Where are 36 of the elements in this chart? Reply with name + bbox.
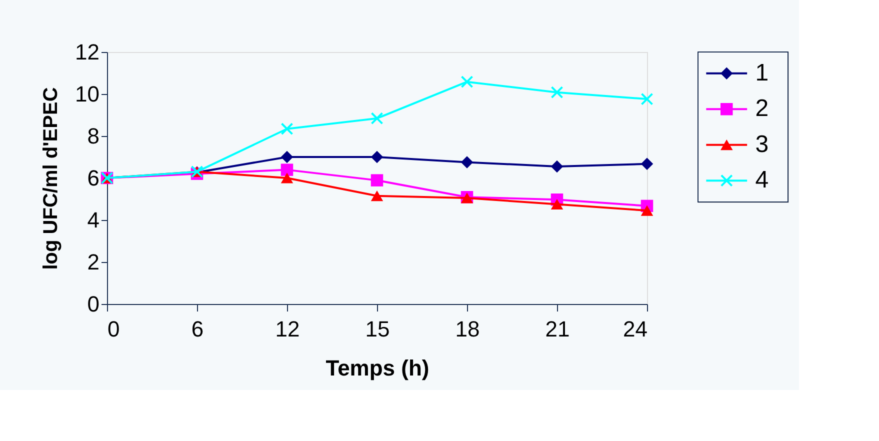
- point: [280, 122, 294, 136]
- y-axis-title: log UFC/ml d'EPEC: [40, 87, 62, 270]
- point: [550, 160, 564, 173]
- y-tick-label: 0: [87, 292, 100, 316]
- point: [280, 172, 294, 184]
- y-tick-label: 10: [75, 82, 100, 106]
- y-tick-label: 2: [87, 250, 100, 274]
- point: [550, 86, 564, 99]
- point: [640, 158, 654, 170]
- point: [370, 112, 384, 125]
- legend-label: 3: [755, 130, 769, 158]
- point: [550, 198, 564, 210]
- point: [370, 174, 384, 186]
- y-tick-label: 12: [75, 40, 100, 64]
- x-tick-label: 6: [191, 316, 204, 342]
- legend-label: 2: [755, 95, 769, 122]
- legend-label: 1: [755, 59, 769, 86]
- y-tick-label: 8: [87, 124, 100, 148]
- point: [640, 92, 654, 106]
- legend-label: 4: [755, 166, 769, 194]
- x-tick-label: 18: [455, 316, 480, 342]
- point: [370, 190, 384, 202]
- point: [280, 164, 294, 176]
- point: [460, 156, 474, 168]
- point: [640, 205, 654, 216]
- x-tick-label: 0: [108, 316, 120, 342]
- point: [460, 76, 474, 88]
- point: [280, 150, 294, 164]
- x-axis-title: Temps (h): [326, 356, 430, 380]
- x-tick-label: 21: [545, 316, 570, 342]
- y-tick-label: 6: [87, 166, 100, 190]
- x-tick-label: 24: [623, 316, 648, 342]
- x-tick-label: 12: [275, 316, 300, 342]
- x-tick-label: 15: [365, 316, 390, 342]
- y-tick-label: 4: [87, 208, 100, 232]
- point: [370, 150, 384, 164]
